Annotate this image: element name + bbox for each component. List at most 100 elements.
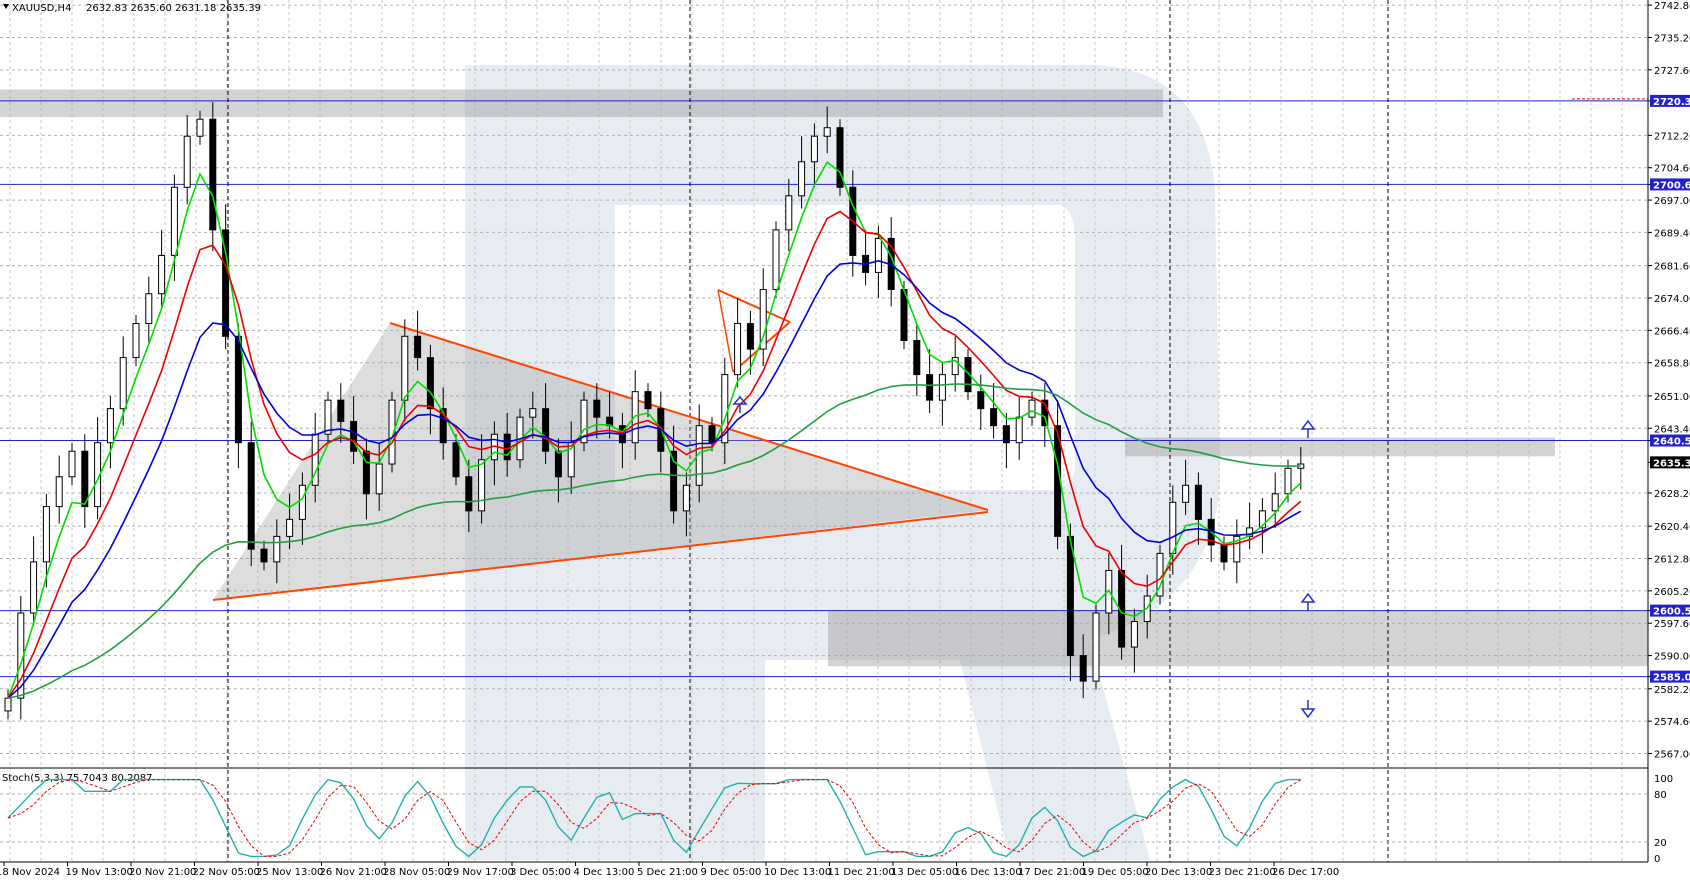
stoch-tick-label: 0 [1654,854,1660,865]
price-tick-label: 2590.00 [1654,652,1690,663]
date-tick-label: 23 Dec 21:00 [1209,867,1276,878]
candle [977,374,985,430]
candle [759,268,767,367]
candle [593,383,601,439]
price-tick-label: 2643.40 [1654,424,1690,435]
price-tag-label: 2585.06 [1653,673,1690,684]
candle [81,434,89,528]
candle [874,225,882,298]
date-tick-label: 4 Dec 13:00 [574,867,635,878]
candle [951,336,959,392]
candle [1194,472,1202,545]
level-price-tag [1650,178,1690,191]
up-arrow-icon [1300,419,1316,438]
candle [964,349,972,401]
candle [350,395,358,465]
resistance-zone [0,89,1163,118]
candle [938,361,946,426]
ma-long-line [7,383,1301,699]
candle [798,136,806,209]
candle [209,102,217,252]
candle [119,336,127,426]
candle [337,383,345,443]
direction-arrows [732,395,1316,719]
stoch-label: Stoch(5,3,3) 75.7043 80.2087 [2,773,153,784]
price-tick-label: 2735.20 [1654,33,1690,44]
date-tick-label: 16 Dec 13:00 [955,867,1022,878]
stoch-main-line [7,778,1301,858]
price-tick-label: 2582.20 [1654,685,1690,696]
watermark-logo [465,65,1220,860]
candle [580,391,588,452]
price-tick-label: 2574.60 [1654,717,1690,728]
candle [1182,459,1190,516]
candle [1092,604,1100,690]
price-tick-label: 2689.40 [1654,228,1690,239]
candle [388,391,396,473]
candle [55,455,63,524]
stoch-tick-label: 80 [1654,790,1667,801]
date-tick-label: 28 Nov 05:00 [383,867,450,878]
price-tick-label: 2674.00 [1654,294,1690,305]
date-tick-label: 18 Nov 2024 [0,867,60,878]
candle [644,383,652,418]
date-tick-label: 29 Nov 17:00 [447,867,514,878]
price-tick-label: 2681.60 [1654,262,1690,273]
candle [542,383,550,465]
moving-averages [7,160,1302,699]
candle [785,178,793,252]
candle [158,229,166,307]
date-tick-label: 5 Dec 21:00 [637,867,698,878]
price-tick-label: 2612.80 [1654,555,1690,566]
candle [234,323,242,469]
candle [286,493,294,550]
date-tick-label: 10 Dec 13:00 [764,867,831,878]
candle [990,383,998,439]
price-tick-label: 2567.00 [1654,749,1690,760]
candle [196,110,204,145]
candle [426,344,434,435]
stoch-tick-label: 20 [1654,838,1667,849]
stochastic-panel: Stoch(5,3,3) 75.7043 80.2087 100 80 20 0 [0,767,1673,865]
candle [439,387,447,460]
candle [810,123,818,188]
price-tick-label: 2742.80 [1654,1,1690,12]
candle [836,119,844,196]
resistance-zone [1125,437,1555,457]
price-tick-label: 2727.60 [1654,66,1690,77]
date-tick-label: 25 Nov 13:00 [256,867,323,878]
date-tick-label: 17 Dec 21:00 [1018,867,1085,878]
candle [260,540,268,571]
ma-medium-line [7,210,1302,699]
level-price-tag [1650,670,1690,683]
candle [926,349,934,413]
candle [68,442,76,486]
price-tick-label: 2651.00 [1654,392,1690,403]
date-tick-label: 9 Dec 05:00 [701,867,762,878]
candle [324,391,332,443]
price-tick-label: 2704.60 [1654,164,1690,175]
down-arrow-icon [1300,700,1316,719]
candle [1130,608,1138,673]
candle [746,310,754,375]
price-tag-label: 2640.52 [1653,437,1690,448]
stoch-tick-label: 100 [1654,774,1673,785]
candle [145,276,153,345]
support-resistance-zones [0,89,1648,667]
date-tick-label: 19 Nov 13:00 [66,867,133,878]
candle [1079,634,1087,699]
price-tag-label: 2600.56 [1653,607,1690,618]
candle [273,519,281,584]
candle [1233,519,1241,584]
price-tick-label: 2658.80 [1654,359,1690,370]
candle [772,221,780,298]
candle [529,391,537,439]
candle [132,315,140,367]
candle [1002,412,1010,469]
price-tag-label: 2720.30 [1653,97,1690,108]
price-tick-label: 2666.40 [1654,326,1690,337]
up-arrow-icon [732,395,748,413]
candle [414,310,422,371]
date-tick-label: 19 Dec 05:00 [1082,867,1149,878]
